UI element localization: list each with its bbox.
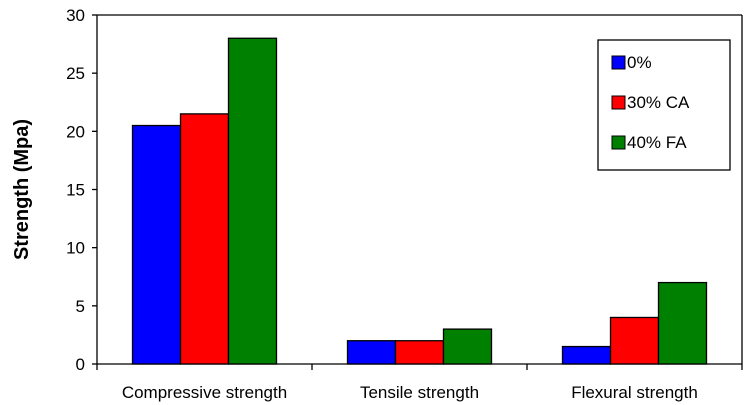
legend-swatch: [611, 135, 626, 150]
legend: 0% 30% CA 40% FA: [597, 39, 731, 171]
bar-0-1: [179, 113, 230, 365]
bar-2-0: [561, 345, 612, 365]
legend-label: 30% CA: [627, 93, 690, 112]
legend-swatch: [611, 55, 626, 70]
legend-label: 40% FA: [627, 133, 687, 152]
x-category-label: Tensile strength: [360, 383, 479, 402]
bar-0-2: [227, 37, 278, 365]
y-tick-label: 5: [76, 297, 85, 316]
y-tick-label: 30: [66, 6, 85, 25]
bar-1-2: [442, 328, 493, 365]
y-axis-title: Strength (Mpa): [11, 119, 33, 260]
bar-1-0: [346, 340, 397, 365]
x-category-label: Flexural strength: [571, 383, 698, 402]
legend-swatch: [611, 95, 626, 110]
x-category-label: Compressive strength: [122, 383, 287, 402]
bar-1-1: [394, 340, 445, 365]
y-tick-label: 0: [76, 355, 85, 374]
bar-2-1: [609, 316, 660, 365]
y-tick-label: 10: [66, 239, 85, 258]
y-tick-label: 15: [66, 181, 85, 200]
bars: [131, 37, 708, 365]
y-tick-label: 25: [66, 64, 85, 83]
legend-label: 0%: [627, 53, 652, 72]
bar-2-2: [657, 281, 708, 365]
labels: 0 5 10 15 20 25 30 Strength (Mpa) Compressive st…: [11, 6, 698, 402]
bar-0-0: [131, 124, 182, 365]
y-tick-label: 20: [66, 122, 85, 141]
